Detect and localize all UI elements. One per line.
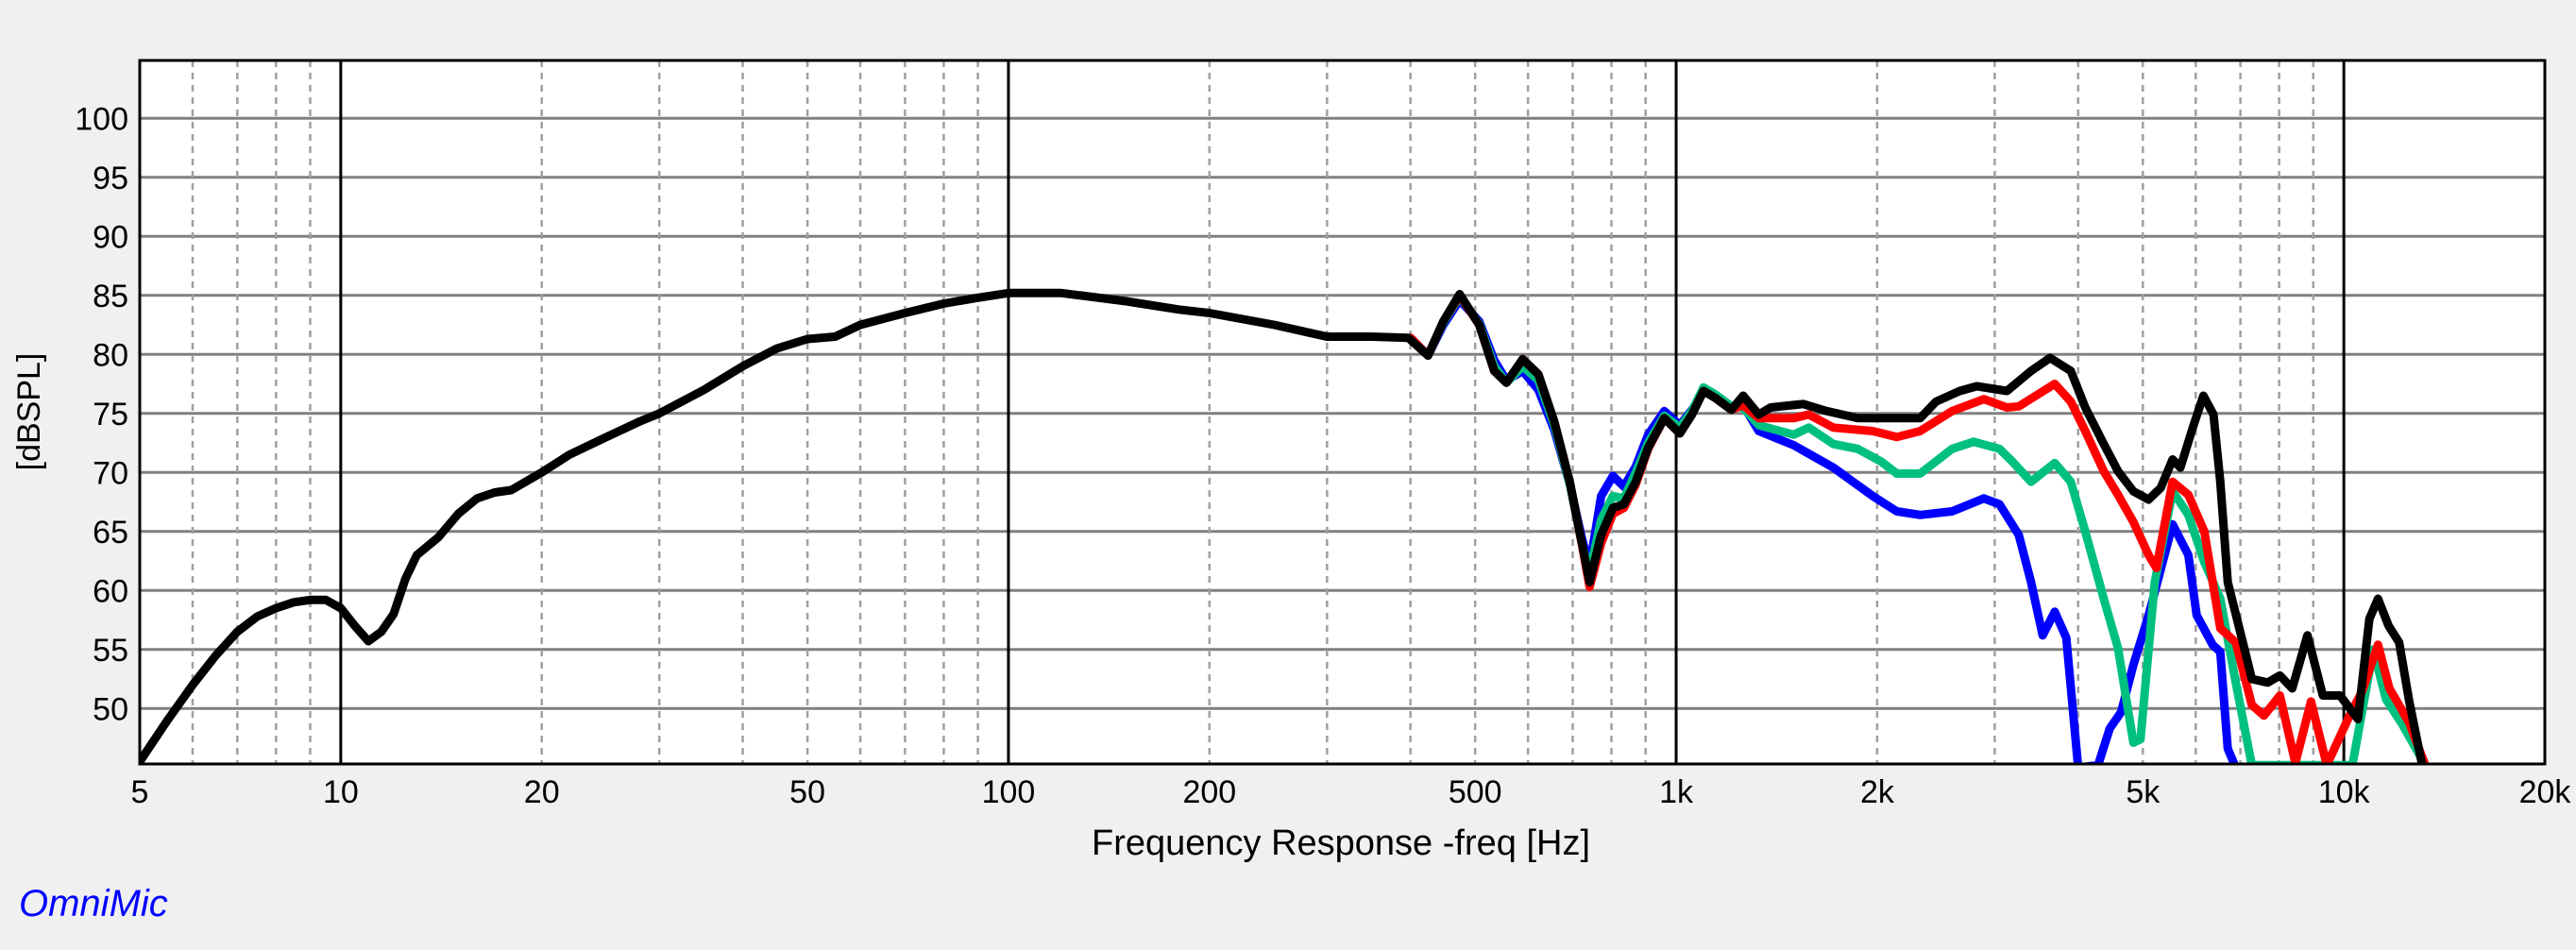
y-tick-label: 80 [93, 337, 128, 373]
x-tick-label: 200 [1182, 774, 1236, 810]
y-tick-label: 60 [93, 573, 128, 609]
y-tick-label: 65 [93, 515, 128, 551]
x-tick-label: 100 [982, 774, 1036, 810]
x-tick-label: 20 [524, 774, 560, 810]
x-tick-label: 5 [131, 774, 149, 810]
plot-frame [138, 59, 2547, 766]
y-tick-label: 50 [93, 691, 128, 727]
y-tick-label: 90 [93, 219, 128, 255]
x-tick-label: 500 [1449, 774, 1502, 810]
x-tick-label: 1k [1659, 774, 1694, 810]
y-tick-label: 75 [93, 397, 128, 433]
tick-labels: 50 55 60 65 70 75 80 85 90 95 100 5 10 20 50 100 200 500 1… [75, 101, 2571, 810]
x-tick-label: 2k [1860, 774, 1895, 810]
y-tick-label: 70 [93, 455, 128, 491]
series-group [140, 288, 2430, 764]
x-tick-label: 20k [2519, 774, 2572, 810]
x-axis-label: Frequency Response -freq [Hz] [1092, 823, 1590, 863]
series-line-3 [140, 288, 2427, 764]
y-tick-label: 95 [93, 161, 128, 196]
y-tick-label: 55 [93, 633, 128, 669]
x-tick-label: 10k [2318, 774, 2371, 810]
omnimic-brand-label: OmniMic [19, 883, 168, 925]
y-axis-label: [dBSPL] [11, 353, 47, 471]
x-tick-label: 50 [789, 774, 825, 810]
x-tick-label: 10 [323, 774, 359, 810]
grid [140, 60, 2545, 764]
y-tick-label: 85 [93, 279, 128, 314]
x-tick-label: 5k [2126, 774, 2161, 810]
y-tick-label: 100 [75, 101, 128, 137]
